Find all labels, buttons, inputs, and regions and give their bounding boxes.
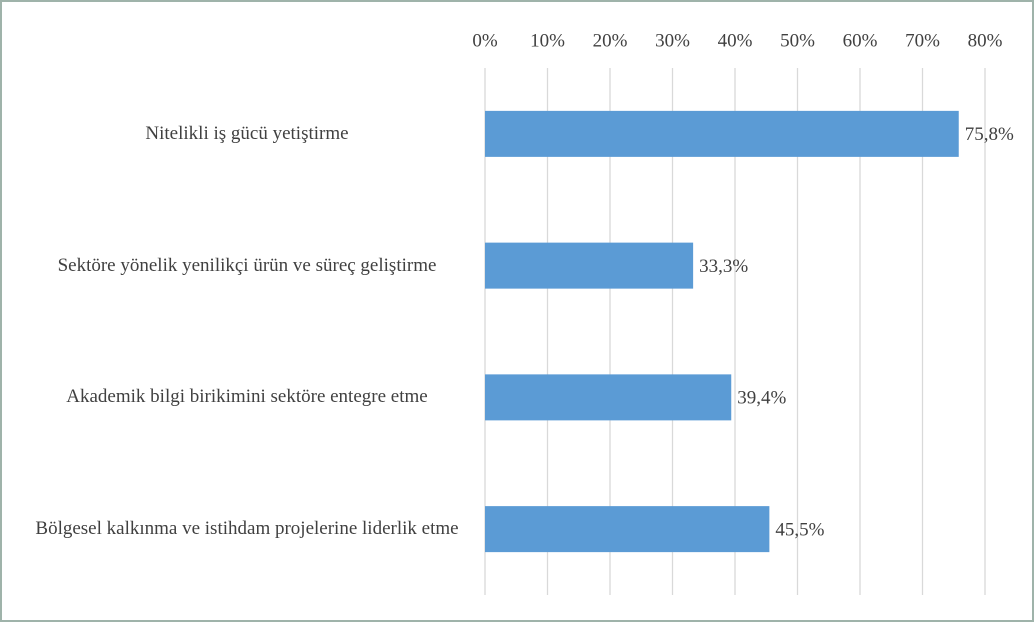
data-label: 75,8% xyxy=(965,124,1014,145)
x-tick-label: 50% xyxy=(780,30,815,51)
x-tick-label: 10% xyxy=(530,30,565,51)
data-label: 39,4% xyxy=(737,388,786,409)
y-tick-label: Sektöre yönelik yenilikçi ürün ve süreç … xyxy=(57,254,437,276)
x-tick-label: 80% xyxy=(968,30,1003,51)
data-label: 45,5% xyxy=(775,519,824,540)
bar xyxy=(485,506,770,553)
bar xyxy=(485,374,732,421)
data-label: 33,3% xyxy=(699,256,748,277)
bar xyxy=(485,110,959,157)
x-tick-label: 60% xyxy=(843,30,878,51)
x-tick-label: 70% xyxy=(905,30,940,51)
x-tick-label: 40% xyxy=(718,30,753,51)
bar xyxy=(485,242,694,289)
y-tick-label: Nitelikli iş gücü yetiştirme xyxy=(145,122,349,144)
x-tick-label: 0% xyxy=(472,30,498,51)
y-tick-label: Bölgesel kalkınma ve istihdam projelerin… xyxy=(35,518,459,540)
y-tick-label: Akademik bilgi birikimini sektöre entegr… xyxy=(66,386,428,408)
x-tick-label: 30% xyxy=(655,30,690,51)
x-tick-label: 20% xyxy=(593,30,628,51)
